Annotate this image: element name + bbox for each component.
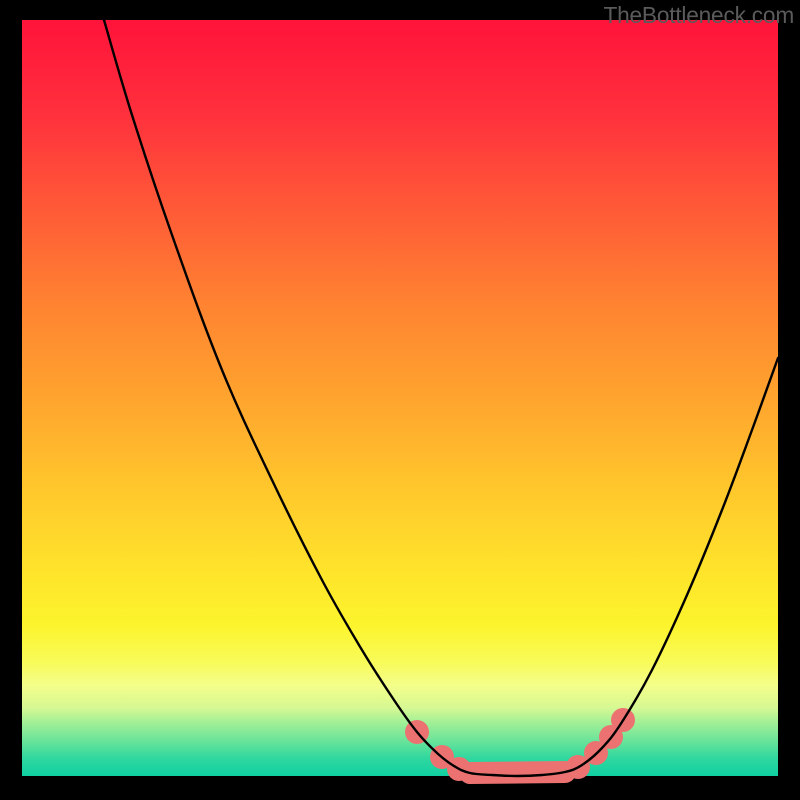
flat-marker-segment <box>470 772 565 773</box>
curve-layer <box>22 20 778 776</box>
watermark-text: TheBottleneck.com <box>603 2 794 29</box>
bottleneck-curve <box>104 20 778 776</box>
plot-area <box>22 20 778 776</box>
chart-frame: TheBottleneck.com <box>0 0 800 800</box>
